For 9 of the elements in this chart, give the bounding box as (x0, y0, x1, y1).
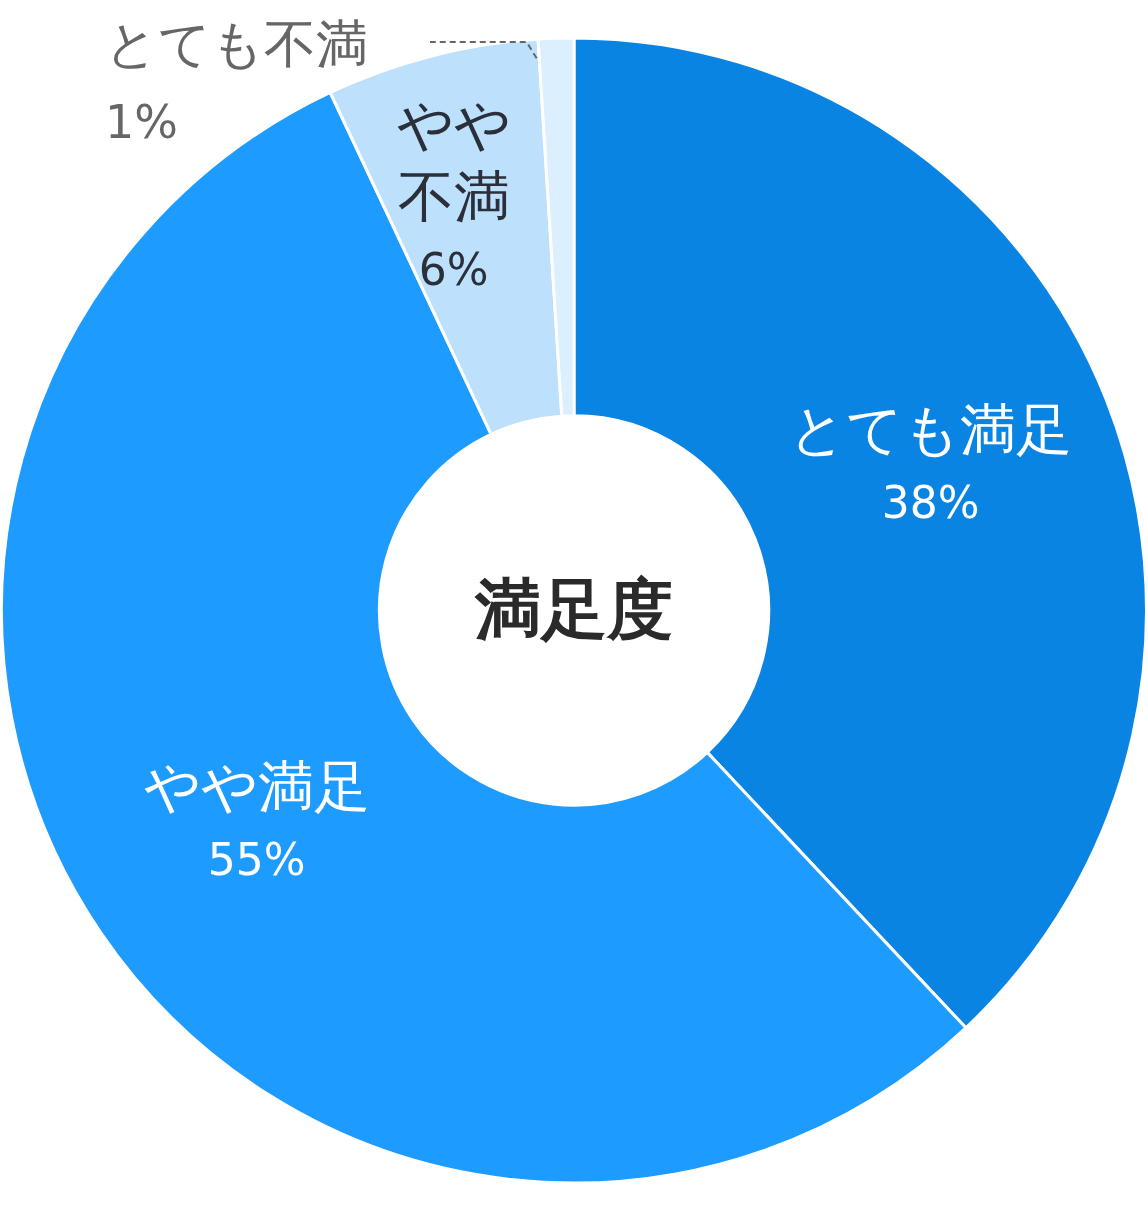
data-label: 38% (881, 476, 980, 528)
slice-label: とても不満 (105, 13, 368, 74)
data-label: 55% (207, 833, 306, 885)
data-label: 1% (105, 94, 178, 149)
slice-label: とても満足 (789, 396, 1073, 462)
slice-label: やや満足 (143, 753, 370, 819)
slice-label: やや不満 (396, 91, 511, 229)
text: 満足度 (474, 570, 673, 648)
data-label: 6% (418, 243, 489, 295)
